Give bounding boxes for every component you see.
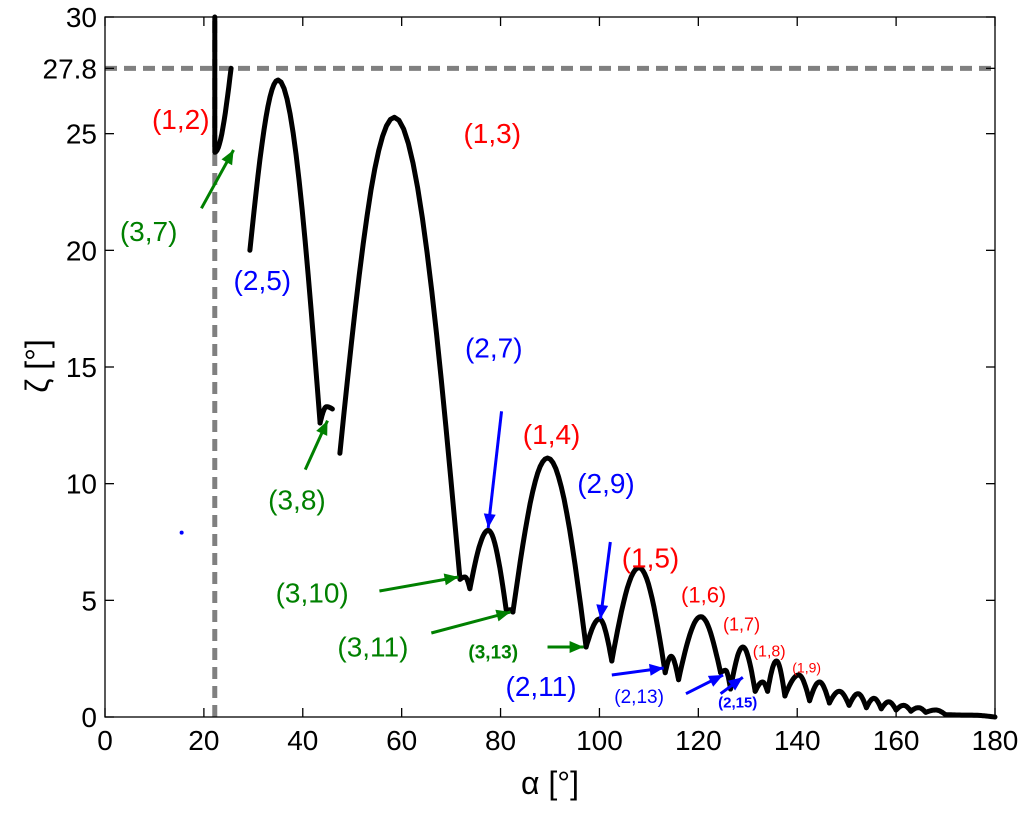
mode-label: (3,8) <box>268 484 326 515</box>
x-tick-label: 140 <box>774 725 821 756</box>
mode-label: (2,7) <box>465 333 523 364</box>
x-tick-label: 60 <box>386 725 417 756</box>
curve-lobe <box>457 574 473 592</box>
mode-label: (3,13) <box>468 643 518 664</box>
mode-label: (3,7) <box>120 216 178 247</box>
mode-label: (3,10) <box>276 578 349 609</box>
x-tick-label: 120 <box>675 725 722 756</box>
axes: 0 20 40 60 80 100 120 140 160 180 0 5 10 15 20 25 27.8 30 <box>43 2 1019 756</box>
curve-lobe <box>846 691 869 711</box>
plot-frame <box>104 16 996 718</box>
curve <box>212 14 998 720</box>
arrow <box>547 641 584 653</box>
curve-lobe <box>863 695 884 712</box>
curve-lobe <box>893 702 914 714</box>
y-axis-label: ζ [°] <box>19 339 55 393</box>
mode-label: (2,5) <box>234 265 292 296</box>
y-tick-label: 5 <box>81 585 97 616</box>
mode-label: (2,11) <box>506 671 577 702</box>
mode-label: (3,11) <box>337 631 408 662</box>
x-axis-label: α [°] <box>521 765 579 801</box>
curve-lobe <box>782 672 813 704</box>
curve-lobe <box>765 658 788 699</box>
arrow-head <box>728 677 743 691</box>
curve-lobe <box>878 699 899 713</box>
arrow-shaft <box>486 411 504 529</box>
mode-label: (1,4) <box>523 419 581 450</box>
mode-label: (1,9) <box>792 660 821 676</box>
mode-label: (2,13) <box>614 687 664 708</box>
arrow-head <box>569 641 584 653</box>
arrow <box>200 149 235 210</box>
x-tick-label: 160 <box>873 725 920 756</box>
curve-lobe <box>718 667 733 692</box>
arrow-head <box>495 609 511 622</box>
mode-label: (1,5) <box>622 543 680 574</box>
arrow <box>611 663 664 677</box>
mode-label: (1,3) <box>463 118 521 149</box>
y-tick-label: 25 <box>66 119 97 150</box>
arrow-head <box>649 663 664 676</box>
arrow-head <box>316 420 328 436</box>
curve-lobe <box>317 404 335 426</box>
curve-lobe <box>908 705 929 715</box>
curve-lobe <box>943 712 998 720</box>
arrows <box>200 149 744 696</box>
curve-lobe <box>212 14 234 155</box>
x-tick-label: 0 <box>97 725 113 756</box>
mode-label: (1,8) <box>753 643 786 660</box>
mode-label: (1,7) <box>723 615 760 635</box>
x-tick-label: 20 <box>188 725 219 756</box>
arrow-head <box>221 150 234 166</box>
x-tick-label: 80 <box>485 725 516 756</box>
data-point <box>179 530 184 535</box>
reference-lines <box>105 17 995 717</box>
curve-lobe <box>467 527 509 615</box>
points <box>179 530 184 535</box>
y-tick-label: 30 <box>66 2 97 33</box>
y-tick-label: 15 <box>66 352 97 383</box>
mode-label: (2,15) <box>718 695 757 712</box>
arrow <box>430 609 511 635</box>
mode-label: (1,6) <box>681 583 726 608</box>
curve-lobe <box>807 679 832 706</box>
annotations: (1,2) (1,3) (1,4) (1,5)(1,6) (1,7) (1,8) (1,9)… <box>120 104 821 712</box>
arrow <box>483 411 504 529</box>
curve-lobe <box>728 644 758 694</box>
curve-lobe <box>337 114 463 582</box>
arrow <box>379 573 459 593</box>
curve-lobe <box>662 653 682 683</box>
y-tick-label: 0 <box>81 702 97 733</box>
arrow-head <box>443 573 459 586</box>
curve-lobe <box>247 77 323 426</box>
arrow <box>596 541 612 620</box>
mode-label: (1,2) <box>152 104 210 135</box>
arrow <box>685 673 724 696</box>
y-tick-label: 20 <box>66 235 97 266</box>
mode-label: (2,9) <box>577 468 635 499</box>
curve-lobe <box>609 565 668 676</box>
x-tick-label: 40 <box>287 725 318 756</box>
curve-lobe <box>583 616 615 664</box>
curve-lobe <box>826 688 852 708</box>
y-tick-label: 10 <box>66 469 97 500</box>
curve-lobe <box>676 614 724 683</box>
x-tick-label: 180 <box>972 725 1019 756</box>
arrow-head <box>596 604 609 619</box>
curve-lobe <box>923 707 949 718</box>
y-tick-label: 27.8 <box>43 53 98 84</box>
x-tick-label: 100 <box>576 725 623 756</box>
arrow-head <box>707 675 724 687</box>
curve-lobe <box>510 455 589 650</box>
arrow <box>303 420 329 471</box>
arrow <box>719 676 744 695</box>
arrow-head <box>483 513 496 528</box>
